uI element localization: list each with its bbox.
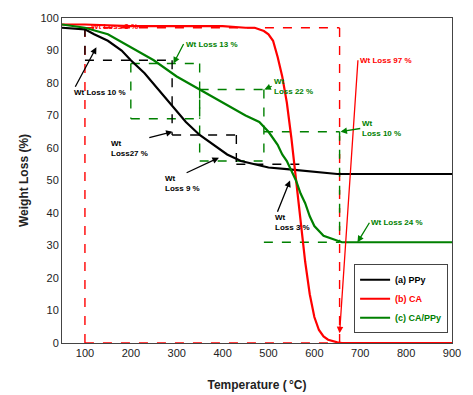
svg-text:Temperature ( °C): Temperature ( °C) <box>208 378 307 392</box>
svg-text:Weight Loss (%): Weight Loss (%) <box>17 134 31 227</box>
svg-text:WtLoss 10 %: WtLoss 10 % <box>362 119 401 138</box>
svg-text:300: 300 <box>168 347 186 359</box>
svg-text:0: 0 <box>53 337 59 349</box>
svg-text:Wt Loss 10 %: Wt Loss 10 % <box>74 88 126 97</box>
svg-text:500: 500 <box>259 347 277 359</box>
svg-text:(c) CA/PPy: (c) CA/PPy <box>395 313 441 323</box>
svg-text:(a) PPy: (a) PPy <box>395 275 426 285</box>
svg-text:WtLoss 22 %: WtLoss 22 % <box>274 77 313 96</box>
svg-text:Wt Loss 3 %: Wt Loss 3 % <box>91 22 138 31</box>
svg-text:50: 50 <box>47 174 59 186</box>
svg-text:WtLoss 9 %: WtLoss 9 % <box>165 174 200 193</box>
svg-text:100: 100 <box>76 347 94 359</box>
svg-text:WtLoss27 %: WtLoss27 % <box>111 139 148 158</box>
svg-text:900: 900 <box>443 347 461 359</box>
svg-text:700: 700 <box>351 347 369 359</box>
svg-text:90: 90 <box>47 44 59 56</box>
svg-text:80: 80 <box>47 77 59 89</box>
svg-text:40: 40 <box>47 207 59 219</box>
svg-text:400: 400 <box>213 347 231 359</box>
svg-text:30: 30 <box>47 239 59 251</box>
svg-text:Wt Loss 97 %: Wt Loss 97 % <box>360 56 412 65</box>
svg-text:20: 20 <box>47 272 59 284</box>
svg-text:10: 10 <box>47 304 59 316</box>
svg-text:60: 60 <box>47 142 59 154</box>
svg-text:70: 70 <box>47 109 59 121</box>
svg-text:(b) CA: (b) CA <box>395 294 422 304</box>
svg-text:600: 600 <box>305 347 323 359</box>
svg-text:Wt Loss 24 %: Wt Loss 24 % <box>371 218 423 227</box>
svg-text:WtLoss 3 %: WtLoss 3 % <box>275 213 310 232</box>
svg-text:Wt Loss 13 %: Wt Loss 13 % <box>186 40 238 49</box>
svg-text:100: 100 <box>40 12 58 24</box>
svg-text:800: 800 <box>397 347 415 359</box>
svg-text:200: 200 <box>122 347 140 359</box>
